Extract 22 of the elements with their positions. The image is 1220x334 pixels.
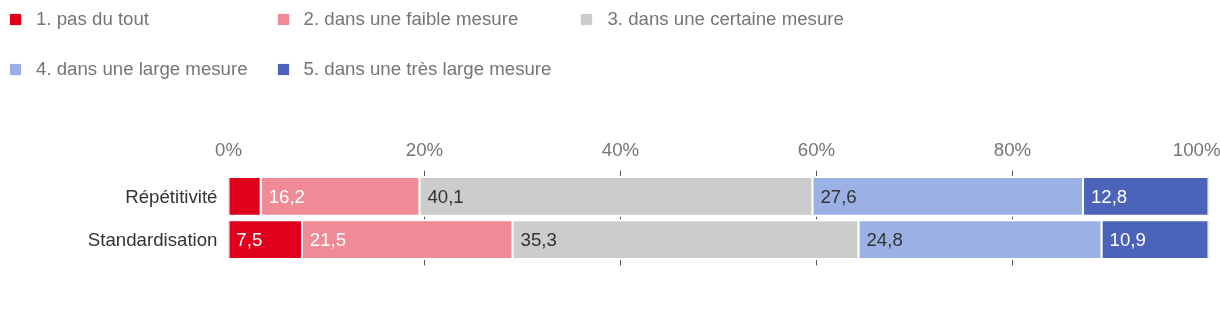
legend-label: 5. dans une très large mesure [303, 58, 552, 80]
y-tick-label: Standardisation [87, 229, 218, 251]
data-label: 40,1 [427, 185, 464, 207]
y-tick-label: Répétitivité [125, 185, 218, 207]
legend-label: 3. dans une certaine mesure [607, 8, 844, 30]
legend-label: 1. pas du tout [36, 8, 150, 30]
x-tick-label: 60% [797, 138, 836, 160]
data-label: 24,8 [866, 229, 903, 251]
data-label: 10,9 [1109, 229, 1146, 251]
data-label: 16,2 [268, 185, 305, 207]
data-label: 27,6 [820, 185, 857, 207]
legend-label: 2. dans une faible mesure [303, 8, 519, 30]
x-tick-label: 40% [601, 138, 640, 160]
x-tick-label: 20% [405, 138, 444, 160]
x-tick-label: 100% [1172, 138, 1220, 160]
legend-label: 4. dans une large mesure [36, 58, 248, 80]
data-label: 12,8 [1090, 185, 1128, 207]
data-label: 21,5 [309, 229, 347, 251]
x-tick-label: 80% [993, 138, 1032, 160]
data-label: 35,3 [520, 229, 557, 251]
x-tick-label: 0% [215, 138, 242, 160]
data-label: 7,5 [236, 229, 263, 251]
